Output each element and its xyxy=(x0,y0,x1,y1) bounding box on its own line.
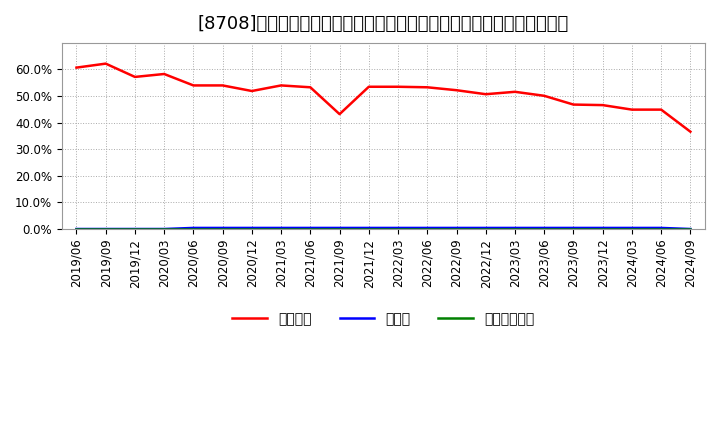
自己資本 xyxy=(336,111,344,117)
のれん xyxy=(452,225,461,231)
自己資本 xyxy=(72,65,81,70)
繰延税金資産 xyxy=(160,226,168,231)
のれん xyxy=(364,225,373,231)
Line: のれん: のれん xyxy=(76,228,690,229)
のれん xyxy=(423,225,431,231)
自己資本 xyxy=(657,107,665,112)
繰延税金資産 xyxy=(657,226,665,231)
自己資本 xyxy=(686,129,695,134)
自己資本 xyxy=(160,71,168,77)
繰延税金資産 xyxy=(102,226,110,231)
Title: [8708]　自己資本、のれん、繰延税金資産の総資産に対する比率の推移: [8708] 自己資本、のれん、繰延税金資産の総資産に対する比率の推移 xyxy=(198,15,569,33)
のれん xyxy=(686,226,695,231)
繰延税金資産 xyxy=(248,226,256,231)
のれん xyxy=(336,225,344,231)
繰延税金資産 xyxy=(130,226,139,231)
のれん xyxy=(628,225,636,231)
自己資本 xyxy=(452,88,461,93)
のれん xyxy=(394,225,402,231)
のれん xyxy=(657,225,665,231)
のれん xyxy=(102,226,110,231)
自己資本 xyxy=(423,84,431,90)
繰延税金資産 xyxy=(482,226,490,231)
自己資本 xyxy=(394,84,402,89)
繰延税金資産 xyxy=(336,226,344,231)
繰延税金資産 xyxy=(306,226,315,231)
のれん xyxy=(510,225,519,231)
繰延税金資産 xyxy=(598,226,607,231)
のれん xyxy=(189,225,198,231)
Legend: 自己資本, のれん, 繰延税金資産: 自己資本, のれん, 繰延税金資産 xyxy=(227,307,540,332)
自己資本 xyxy=(130,74,139,80)
繰延税金資産 xyxy=(423,226,431,231)
自己資本 xyxy=(364,84,373,89)
のれん xyxy=(276,225,285,231)
繰延税金資産 xyxy=(276,226,285,231)
繰延税金資産 xyxy=(452,226,461,231)
繰延税金資産 xyxy=(189,226,198,231)
繰延税金資産 xyxy=(569,226,577,231)
のれん xyxy=(72,226,81,231)
のれん xyxy=(218,225,227,231)
繰延税金資産 xyxy=(686,226,695,231)
繰延税金資産 xyxy=(72,226,81,231)
自己資本 xyxy=(569,102,577,107)
のれん xyxy=(130,226,139,231)
自己資本 xyxy=(510,89,519,95)
自己資本 xyxy=(306,84,315,90)
のれん xyxy=(598,225,607,231)
自己資本 xyxy=(248,88,256,94)
自己資本 xyxy=(218,83,227,88)
のれん xyxy=(482,225,490,231)
繰延税金資産 xyxy=(218,226,227,231)
のれん xyxy=(160,226,168,231)
のれん xyxy=(569,225,577,231)
のれん xyxy=(540,225,549,231)
のれん xyxy=(306,225,315,231)
自己資本 xyxy=(102,61,110,66)
繰延税金資産 xyxy=(510,226,519,231)
自己資本 xyxy=(276,83,285,88)
自己資本 xyxy=(540,93,549,99)
自己資本 xyxy=(628,107,636,112)
自己資本 xyxy=(189,83,198,88)
繰延税金資産 xyxy=(540,226,549,231)
自己資本 xyxy=(482,92,490,97)
繰延税金資産 xyxy=(364,226,373,231)
自己資本 xyxy=(598,103,607,108)
繰延税金資産 xyxy=(394,226,402,231)
Line: 自己資本: 自己資本 xyxy=(76,64,690,132)
のれん xyxy=(248,225,256,231)
繰延税金資産 xyxy=(628,226,636,231)
